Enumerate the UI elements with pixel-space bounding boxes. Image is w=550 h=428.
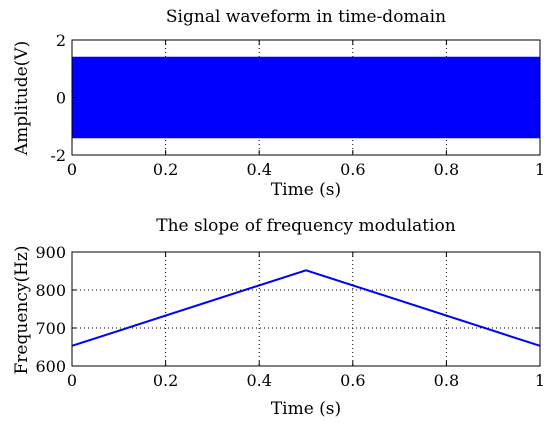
y-tick-label: -2 [50, 146, 66, 165]
y-tick-label: 2 [56, 31, 66, 50]
y-tick-labels: 600 700 800 900 [35, 243, 66, 376]
x-tick-label: 0 [67, 371, 77, 390]
tick-marks [71, 251, 541, 367]
chart-frequency-modulation: The slope of frequency modulation 0 0.2 0.… [12, 216, 545, 419]
chart-title: The slope of frequency modulation [156, 216, 456, 236]
y-tick-label: 600 [35, 357, 66, 376]
x-tick-labels: 0 0.2 0.4 0.6 0.8 1 [67, 371, 545, 390]
tick-marks [71, 39, 541, 156]
x-tick-label: 1 [535, 160, 545, 179]
y-tick-label: 800 [35, 281, 66, 300]
x-tick-label: 0.2 [153, 371, 178, 390]
chart-signal-waveform: Signal waveform in time-domain 0 0.2 0.4 0.… [12, 7, 545, 200]
x-tick-label: 1 [535, 371, 545, 390]
frequency-line [71, 269, 541, 347]
y-tick-labels: -2 0 2 [50, 31, 66, 165]
x-axis-label: Time (s) [271, 399, 341, 419]
x-tick-label: 0.8 [434, 371, 459, 390]
x-tick-label: 0.6 [340, 371, 365, 390]
grid-lines [72, 252, 540, 366]
y-tick-label: 900 [35, 243, 66, 262]
y-tick-label: 0 [56, 89, 66, 108]
data-marks [71, 56, 541, 139]
chart-title: Signal waveform in time-domain [166, 7, 446, 27]
x-tick-label: 0.2 [153, 160, 178, 179]
y-tick-label: 700 [35, 319, 66, 338]
signal-envelope [71, 56, 541, 139]
x-tick-labels: 0 0.2 0.4 0.6 0.8 1 [67, 160, 545, 179]
plot-frame [71, 251, 541, 367]
x-tick-label: 0.4 [246, 371, 271, 390]
x-tick-label: 0.6 [340, 160, 365, 179]
y-axis-label: Frequency(Hz) [12, 246, 32, 375]
x-axis-label: Time (s) [271, 180, 341, 200]
data-marks [71, 269, 541, 347]
x-tick-label: 0.8 [434, 160, 459, 179]
y-axis-label: Amplitude(V) [12, 41, 32, 156]
x-tick-label: 0.4 [246, 160, 271, 179]
x-tick-label: 0 [67, 160, 77, 179]
